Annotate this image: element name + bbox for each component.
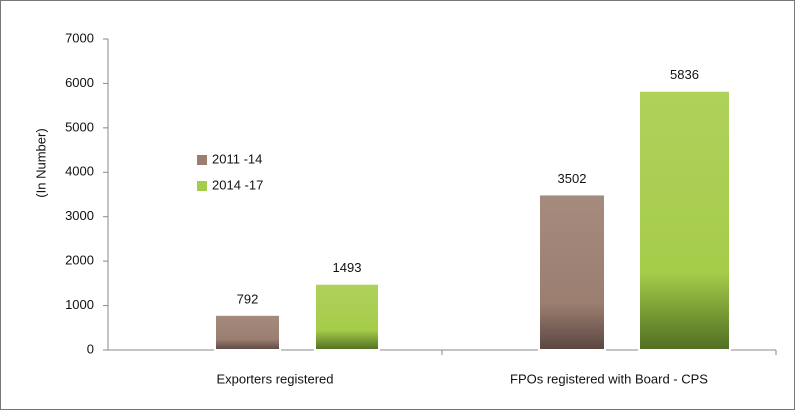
legend-label: 2011 -14 xyxy=(212,151,262,166)
bar xyxy=(639,91,730,350)
chart: (In Number) 0 1000 2000 3000 4000 5000 6000 700… xyxy=(0,0,795,410)
x-tick-label: Exporters registered xyxy=(216,371,333,386)
y-tick-label: 3000 xyxy=(65,208,94,223)
legend-swatch xyxy=(197,155,207,165)
bar xyxy=(215,315,280,350)
y-tick-label: 1000 xyxy=(65,297,94,312)
y-axis-label: (In Number) xyxy=(33,128,48,197)
bar xyxy=(539,194,605,350)
y-tick-label: 6000 xyxy=(65,75,94,90)
x-tick-label: FPOs registered with Board - CPS xyxy=(510,371,708,386)
data-label: 5836 xyxy=(670,67,699,82)
y-tick-label: 0 xyxy=(87,341,94,356)
y-tick-label: 4000 xyxy=(65,164,94,179)
y-tick-label: 7000 xyxy=(65,30,94,45)
legend-label: 2014 -17 xyxy=(212,177,263,192)
data-label: 792 xyxy=(237,291,259,306)
legend-swatch xyxy=(197,181,207,191)
data-label: 1493 xyxy=(333,260,362,275)
y-tick-label: 2000 xyxy=(65,253,94,268)
page: {"chart_data": {"type": "bar", "y_label"… xyxy=(0,0,795,410)
bar xyxy=(315,284,379,350)
data-label: 3502 xyxy=(558,171,587,186)
y-tick-label: 5000 xyxy=(65,119,94,134)
